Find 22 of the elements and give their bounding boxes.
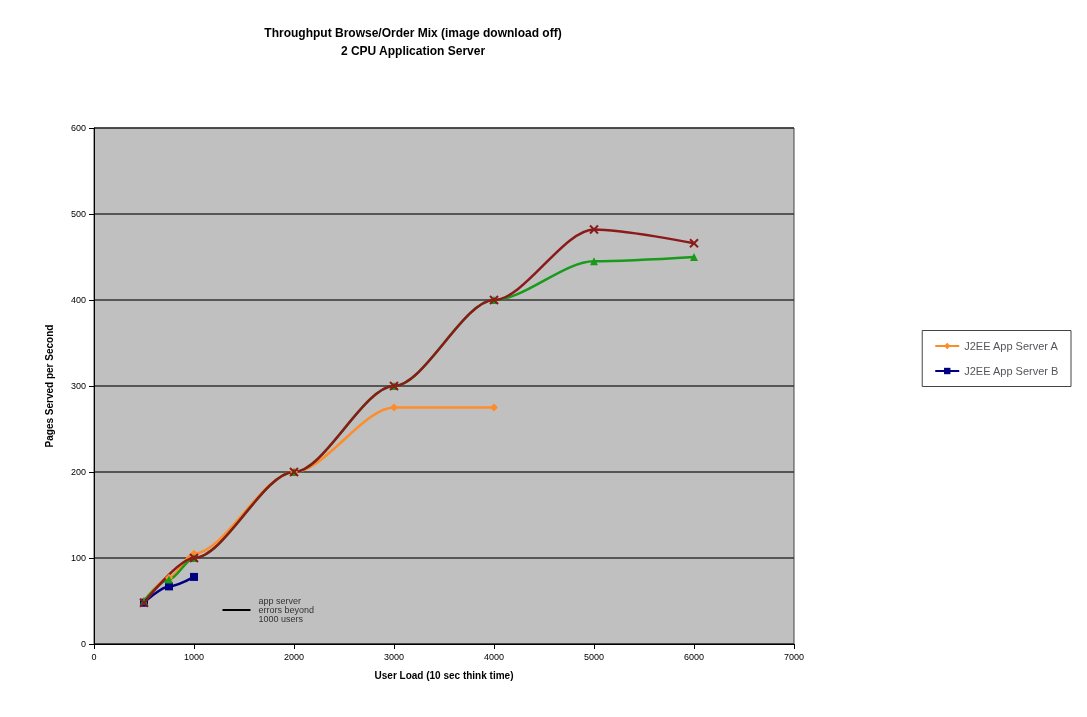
- x-tick-label: 3000: [383, 651, 405, 662]
- y-tick-label: 600: [70, 123, 86, 133]
- annotation: app server errors beyond 1000 users: [258, 595, 317, 624]
- x-axis-title: User Load (10 sec think time): [374, 669, 514, 681]
- legend-label: J2EE App Server B: [964, 365, 1059, 377]
- x-tick-label: 4000: [483, 651, 505, 662]
- y-tick-label: 400: [70, 295, 86, 305]
- y-tick-label: 500: [70, 209, 86, 219]
- x-tick-label: 6000: [683, 651, 705, 662]
- x-tick-label: 5000: [583, 651, 605, 662]
- y-tick-label: 200: [70, 467, 86, 477]
- y-axis-title: Pages Served per Second: [43, 324, 55, 448]
- legend-label: J2EE App Server A: [964, 340, 1059, 352]
- x-tick-label: 1000: [183, 651, 205, 662]
- chart-subtitle: 2 CPU Application Server: [340, 44, 486, 58]
- y-tick-label: 300: [70, 381, 86, 391]
- y-tick-label: 0: [80, 639, 86, 649]
- y-tick-label: 100: [70, 553, 86, 563]
- x-tick-label: 2000: [283, 651, 305, 662]
- x-tick-label: 7000: [783, 651, 805, 662]
- chart-title: Throughput Browse/Order Mix (image download off): [264, 26, 562, 40]
- x-tick-label: 0: [91, 651, 97, 662]
